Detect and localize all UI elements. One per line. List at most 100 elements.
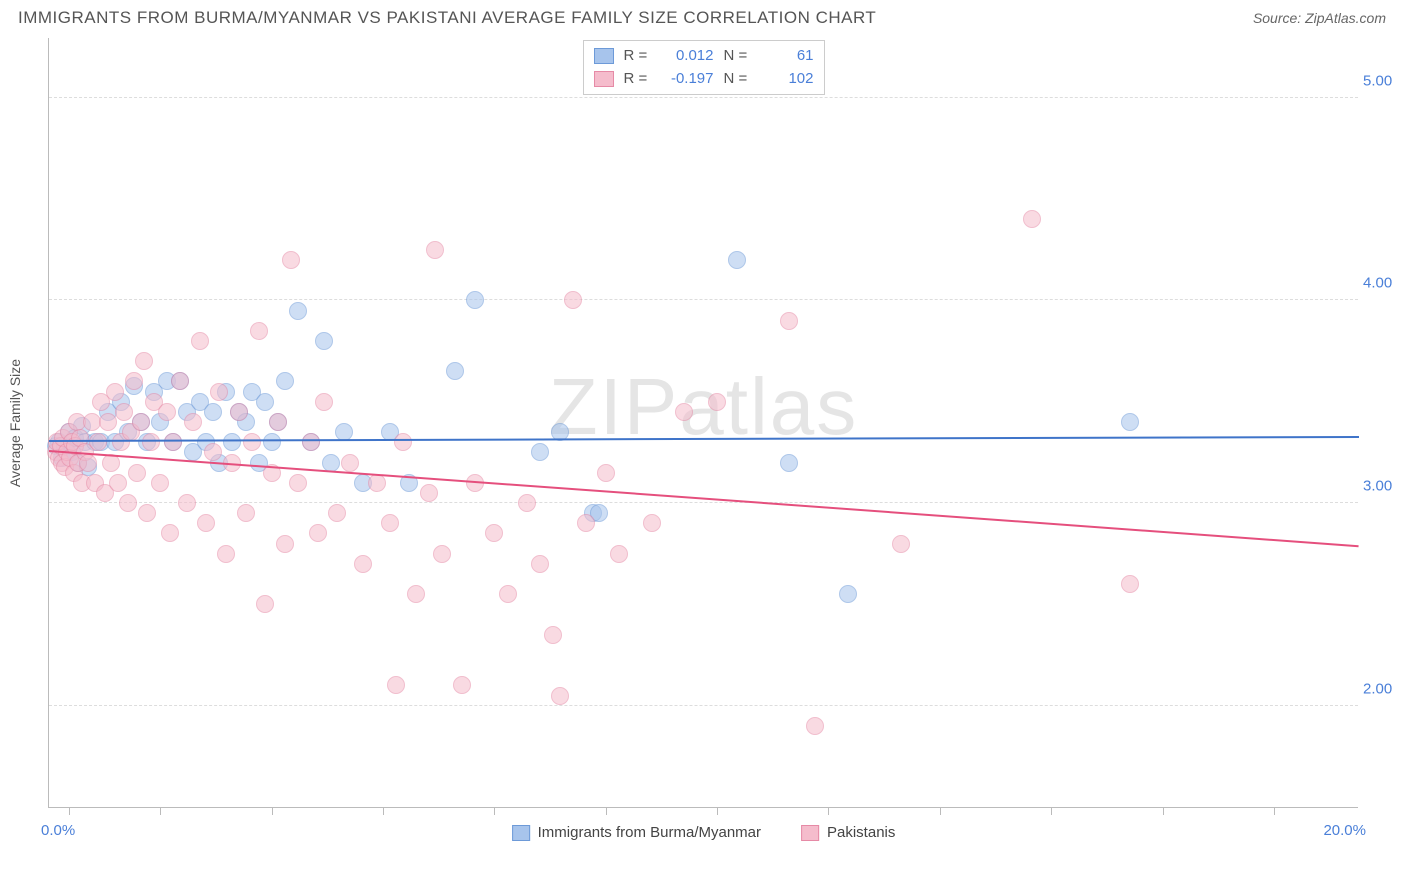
data-point: [223, 433, 241, 451]
y-tick-label: 3.00: [1363, 478, 1406, 495]
data-point: [1121, 413, 1139, 431]
data-point: [407, 585, 425, 603]
data-point: [289, 474, 307, 492]
data-point: [551, 687, 569, 705]
legend-n-value: 102: [762, 68, 814, 91]
x-tick: [717, 807, 718, 815]
data-point: [453, 676, 471, 694]
legend-n-label: N =: [724, 45, 752, 68]
data-point: [276, 372, 294, 390]
data-point: [138, 504, 156, 522]
data-point: [142, 433, 160, 451]
gridline: [49, 502, 1358, 503]
chart-title: IMMIGRANTS FROM BURMA/MYANMAR VS PAKISTA…: [18, 8, 876, 28]
data-point: [597, 464, 615, 482]
chart-header: IMMIGRANTS FROM BURMA/MYANMAR VS PAKISTA…: [0, 0, 1406, 34]
data-point: [1023, 210, 1041, 228]
data-point: [125, 372, 143, 390]
legend-swatch: [801, 825, 819, 841]
x-axis-min-label: 0.0%: [41, 822, 75, 839]
data-point: [564, 291, 582, 309]
data-point: [276, 535, 294, 553]
data-point: [577, 514, 595, 532]
data-point: [237, 504, 255, 522]
data-point: [708, 393, 726, 411]
data-point: [531, 443, 549, 461]
data-point: [643, 514, 661, 532]
data-point: [309, 524, 327, 542]
data-point: [394, 433, 412, 451]
x-tick: [160, 807, 161, 815]
data-point: [99, 413, 117, 431]
data-point: [83, 413, 101, 431]
data-point: [675, 403, 693, 421]
data-point: [263, 433, 281, 451]
data-point: [341, 454, 359, 472]
data-point: [315, 332, 333, 350]
data-point: [115, 403, 133, 421]
data-point: [109, 474, 127, 492]
data-point: [282, 251, 300, 269]
data-point: [250, 322, 268, 340]
data-point: [197, 514, 215, 532]
data-point: [368, 474, 386, 492]
x-tick: [940, 807, 941, 815]
legend-series: Immigrants from Burma/MyanmarPakistanis: [512, 824, 896, 841]
data-point: [128, 464, 146, 482]
legend-n-label: N =: [724, 68, 752, 91]
x-tick: [494, 807, 495, 815]
data-point: [256, 393, 274, 411]
data-point: [518, 494, 536, 512]
legend-r-label: R =: [624, 68, 652, 91]
legend-correlation-box: R =0.012N =61R =-0.197N =102: [583, 40, 825, 95]
x-tick: [383, 807, 384, 815]
legend-swatch: [594, 71, 614, 87]
data-point: [191, 332, 209, 350]
x-tick: [272, 807, 273, 815]
gridline: [49, 299, 1358, 300]
legend-r-value: -0.197: [662, 68, 714, 91]
legend-series-label: Pakistanis: [827, 824, 895, 841]
data-point: [387, 676, 405, 694]
data-point: [354, 555, 372, 573]
data-point: [839, 585, 857, 603]
x-tick: [69, 807, 70, 815]
data-point: [164, 433, 182, 451]
data-point: [89, 433, 107, 451]
legend-r-value: 0.012: [662, 45, 714, 68]
data-point: [485, 524, 503, 542]
gridline: [49, 97, 1358, 98]
data-point: [446, 362, 464, 380]
data-point: [302, 433, 320, 451]
data-point: [106, 383, 124, 401]
legend-row: R =0.012N =61: [594, 45, 814, 68]
data-point: [217, 545, 235, 563]
data-point: [531, 555, 549, 573]
data-point: [135, 352, 153, 370]
x-tick: [1051, 807, 1052, 815]
data-point: [315, 393, 333, 411]
trend-line: [49, 450, 1359, 547]
scatter-chart: Average Family Size ZIPatlas 0.0% 20.0% …: [48, 38, 1358, 808]
legend-r-label: R =: [624, 45, 652, 68]
x-tick: [1274, 807, 1275, 815]
data-point: [256, 595, 274, 613]
data-point: [728, 251, 746, 269]
data-point: [466, 291, 484, 309]
x-tick: [828, 807, 829, 815]
y-tick-label: 5.00: [1363, 72, 1406, 89]
data-point: [499, 585, 517, 603]
data-point: [892, 535, 910, 553]
x-tick: [606, 807, 607, 815]
data-point: [426, 241, 444, 259]
data-point: [381, 514, 399, 532]
data-point: [610, 545, 628, 563]
data-point: [420, 484, 438, 502]
data-point: [151, 474, 169, 492]
data-point: [210, 383, 228, 401]
data-point: [119, 494, 137, 512]
data-point: [289, 302, 307, 320]
data-point: [780, 454, 798, 472]
data-point: [79, 454, 97, 472]
data-point: [322, 454, 340, 472]
